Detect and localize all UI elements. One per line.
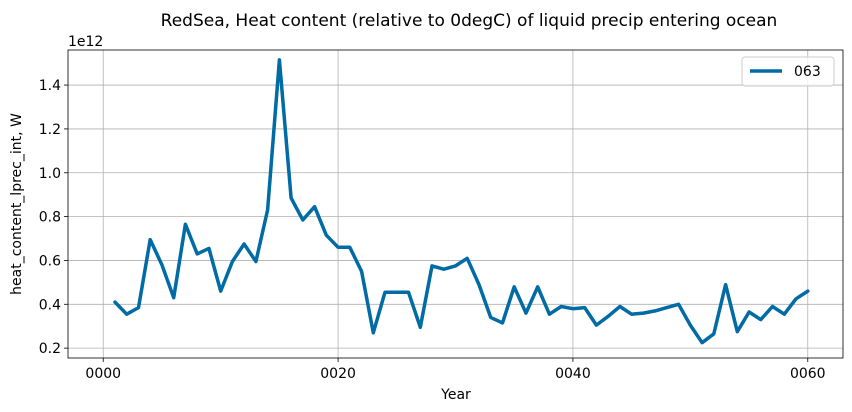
- x-tick-label: 0040: [555, 366, 591, 382]
- legend-box: [741, 56, 835, 87]
- series-layer: [113, 58, 810, 345]
- chart-title: RedSea, Heat content (relative to 0degC)…: [161, 11, 778, 31]
- x-axis-ticks: 0000 0020 0040 0060: [85, 358, 826, 382]
- y-axis-ticks: 0.2 0.4 0.6 0.8 1.0 1.2 1.4: [39, 78, 68, 357]
- y-axis-label: heat_content_lprec_int, W: [9, 113, 25, 295]
- y-axis-scale-label: 1e12: [68, 34, 103, 50]
- grid-lines: [68, 50, 843, 358]
- series-line-063: [113, 58, 810, 345]
- y-tick-label: 1.4: [39, 78, 61, 94]
- legend: 063: [741, 56, 835, 87]
- y-tick-label: 0.4: [39, 297, 61, 313]
- y-tick-label: 0.2: [39, 341, 61, 357]
- legend-label: 063: [794, 64, 821, 80]
- y-tick-label: 0.8: [39, 210, 61, 226]
- y-tick-label: 1.0: [39, 166, 61, 182]
- x-tick-label: 0020: [320, 366, 356, 382]
- plot-frame: [67, 49, 844, 359]
- x-tick-label: 0000: [85, 366, 121, 382]
- y-tick-label: 1.2: [39, 122, 61, 138]
- x-tick-label: 0060: [790, 366, 826, 382]
- y-tick-label: 0.6: [39, 253, 61, 269]
- x-axis-label: Year: [440, 387, 471, 403]
